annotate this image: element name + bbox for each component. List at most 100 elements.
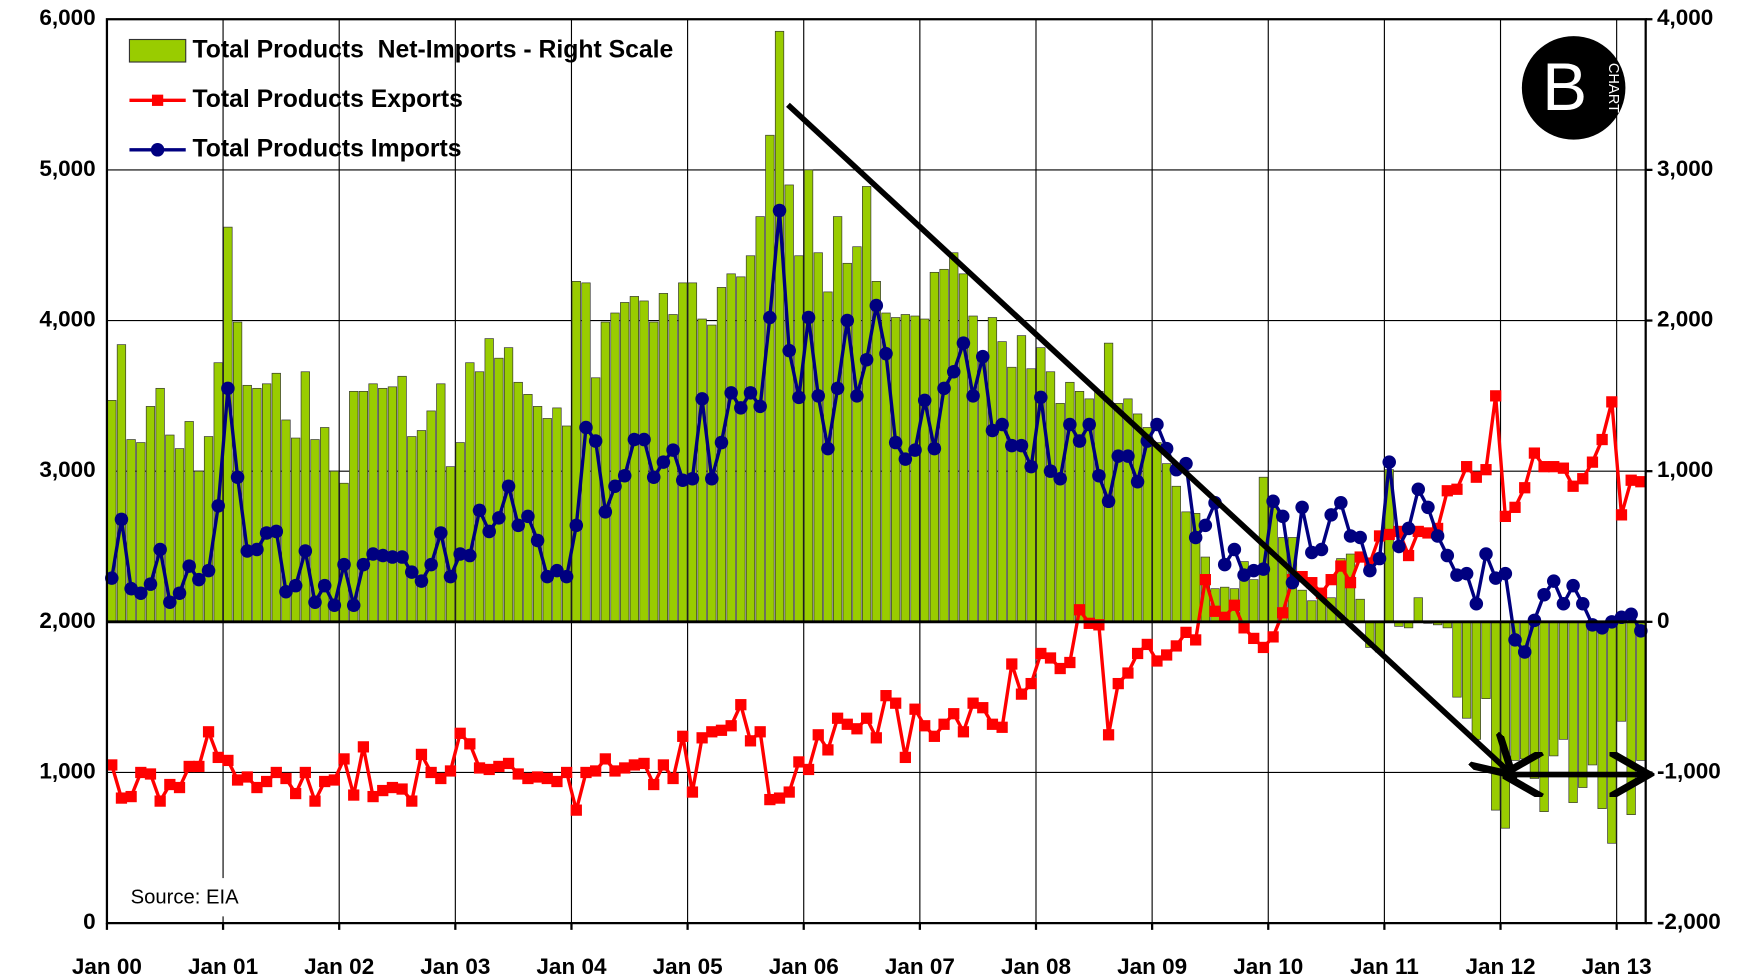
bar xyxy=(1491,621,1501,811)
bar xyxy=(1616,621,1627,722)
marker xyxy=(338,753,350,765)
marker xyxy=(317,578,332,593)
marker xyxy=(1256,562,1271,576)
y-tick-label: 2,000 xyxy=(39,608,95,633)
y-tick-label: 1,000 xyxy=(39,758,95,783)
marker xyxy=(1557,462,1570,474)
marker xyxy=(1615,509,1628,521)
bar xyxy=(949,252,959,623)
marker xyxy=(667,772,679,785)
marker xyxy=(1363,563,1377,578)
marker xyxy=(1546,574,1561,588)
marker xyxy=(686,786,699,798)
y-tick-label: 6,000 xyxy=(39,5,95,30)
bar xyxy=(629,296,639,623)
marker xyxy=(1121,449,1135,463)
marker xyxy=(1130,474,1145,489)
marker xyxy=(105,571,119,585)
marker xyxy=(1112,677,1124,690)
marker xyxy=(1440,548,1455,563)
bar xyxy=(552,407,562,623)
marker xyxy=(251,781,263,794)
marker xyxy=(685,471,700,486)
marker xyxy=(221,381,235,396)
marker xyxy=(298,544,313,558)
marker xyxy=(269,524,284,539)
marker xyxy=(1083,617,1095,629)
marker xyxy=(279,584,293,599)
marker xyxy=(570,804,582,816)
marker xyxy=(937,381,951,396)
marker xyxy=(1209,605,1221,617)
bar xyxy=(1181,511,1191,623)
marker xyxy=(1111,449,1126,463)
marker xyxy=(590,765,602,777)
x-tick-label: Jan 02 xyxy=(304,954,374,975)
marker xyxy=(1334,496,1348,510)
marker xyxy=(1538,461,1550,473)
marker xyxy=(1499,510,1511,523)
marker xyxy=(154,795,166,807)
marker xyxy=(1606,396,1618,408)
bar xyxy=(368,383,378,623)
bar xyxy=(1481,621,1491,699)
marker xyxy=(385,550,400,564)
bar xyxy=(562,425,572,623)
marker xyxy=(414,574,429,588)
y-tick-label: 5,000 xyxy=(39,156,95,181)
logo-circle xyxy=(1521,36,1626,140)
marker xyxy=(1354,551,1366,563)
marker xyxy=(395,550,409,564)
marker xyxy=(695,392,709,406)
bar xyxy=(291,437,301,623)
marker xyxy=(328,774,340,786)
marker xyxy=(464,738,476,750)
marker xyxy=(541,772,553,785)
marker xyxy=(280,772,292,785)
marker xyxy=(1150,417,1164,432)
marker xyxy=(861,712,873,724)
marker xyxy=(1276,509,1290,524)
bar xyxy=(726,273,736,623)
bar xyxy=(184,421,194,623)
marker xyxy=(946,364,961,379)
bar xyxy=(542,418,552,623)
bar xyxy=(455,442,465,623)
bar xyxy=(1355,598,1365,623)
marker xyxy=(1364,557,1376,569)
marker xyxy=(192,572,206,587)
marker xyxy=(1072,434,1087,448)
bar xyxy=(813,252,823,623)
bar xyxy=(600,321,610,623)
bar xyxy=(736,276,746,623)
marker xyxy=(1025,677,1037,690)
bar xyxy=(784,184,794,623)
marker xyxy=(1043,464,1058,478)
marker xyxy=(172,586,187,600)
marker xyxy=(1063,417,1077,432)
x-tick-label: Jan 04 xyxy=(536,954,607,975)
marker xyxy=(1490,390,1502,402)
bar xyxy=(1007,366,1017,623)
marker xyxy=(1634,624,1648,638)
bar xyxy=(107,400,117,623)
bar xyxy=(639,300,649,623)
marker xyxy=(1509,501,1521,513)
marker xyxy=(144,768,157,780)
marker xyxy=(396,783,408,795)
marker xyxy=(617,468,632,483)
marker xyxy=(512,768,524,780)
marker xyxy=(288,578,303,593)
marker xyxy=(1422,527,1434,539)
bar xyxy=(571,281,581,623)
marker xyxy=(135,766,147,779)
marker xyxy=(705,471,719,486)
bar xyxy=(494,357,504,623)
bar xyxy=(532,406,543,623)
marker xyxy=(715,724,728,736)
legend-marker xyxy=(150,143,165,157)
marker xyxy=(986,718,999,730)
marker xyxy=(125,790,137,803)
marker xyxy=(646,470,661,484)
marker xyxy=(212,751,224,764)
